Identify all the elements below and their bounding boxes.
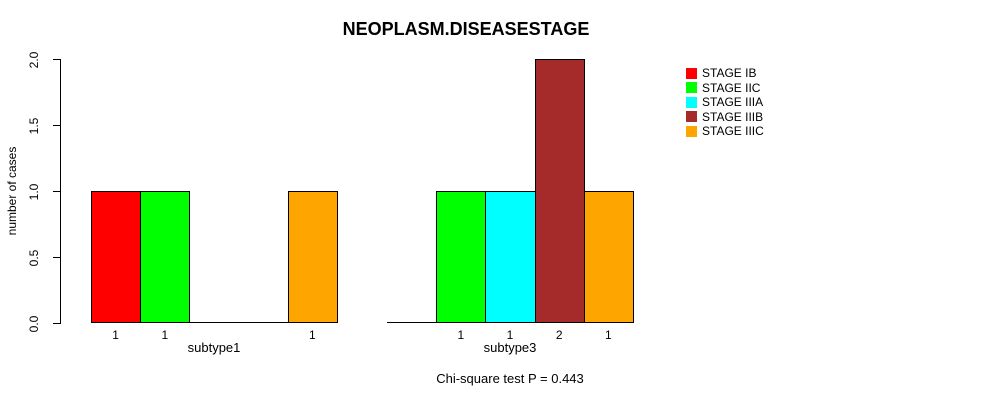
bar-value-label: 1 [506, 328, 514, 342]
bar [534, 59, 585, 323]
bar-value-label: 1 [309, 328, 316, 342]
bar-value-label: 2 [555, 328, 563, 342]
legend-label: STAGE IIC [702, 80, 761, 95]
x-group-label: subtype3 [483, 340, 537, 355]
y-axis-label: number of cases [5, 146, 19, 236]
y-tick-label: 1.0 [27, 183, 41, 200]
bar [583, 191, 634, 323]
y-tick-mark [53, 191, 60, 192]
x-baseline [91, 322, 337, 323]
legend-label: STAGE IIIA [702, 95, 764, 110]
legend-item: STAGE IIIA [686, 95, 764, 110]
legend-item: STAGE IB [686, 66, 764, 81]
legend-item: STAGE IIC [686, 81, 764, 96]
legend: STAGE IB STAGE IIC STAGE IIIA STAGE IIIB STA… [686, 66, 764, 139]
bar [140, 191, 191, 323]
bar [485, 191, 536, 323]
y-tick-mark [53, 257, 60, 258]
bar [436, 191, 487, 323]
bar [287, 191, 338, 323]
y-tick-mark [53, 125, 60, 126]
y-tick-label: 2.0 [27, 51, 41, 68]
y-axis-line [60, 59, 61, 324]
legend-color-swatch [686, 67, 697, 79]
legend-color-swatch [686, 125, 697, 137]
legend-label: STAGE IIIB [702, 109, 764, 124]
y-tick-label: 0.0 [27, 315, 41, 332]
bar-value-label: 1 [112, 328, 119, 342]
bar-value-label: 1 [605, 328, 612, 342]
legend-label: STAGE IB [702, 66, 757, 81]
chi-square-annotation: Chi-square test P = 0.443 [436, 371, 584, 386]
x-group-label: subtype1 [187, 340, 241, 355]
y-tick-label: 1.5 [27, 117, 41, 134]
legend-item: STAGE IIIC [686, 124, 764, 139]
legend-label: STAGE IIIC [702, 124, 764, 139]
bar [91, 191, 142, 323]
legend-color-swatch [686, 82, 697, 94]
y-tick-label: 0.5 [27, 249, 41, 266]
chart-title: NEOPLASM.DISEASESTAGE [342, 19, 590, 39]
legend-item: STAGE IIIB [686, 110, 764, 125]
legend-color-swatch [686, 111, 697, 123]
y-tick-mark [53, 323, 60, 324]
bar-value-label: 1 [457, 328, 465, 342]
y-tick-mark [53, 59, 60, 60]
bar-value-label: 1 [161, 328, 169, 342]
legend-color-swatch [686, 96, 697, 108]
